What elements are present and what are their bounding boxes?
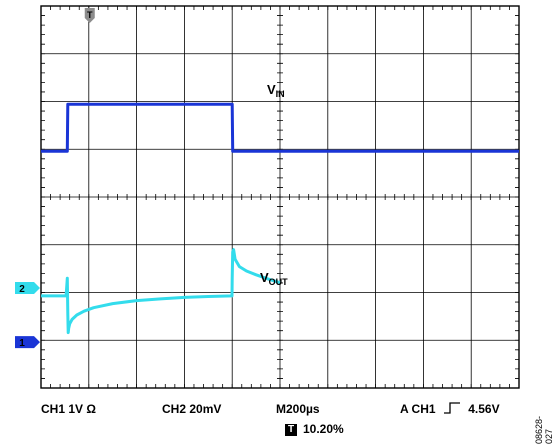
trigger-marker-label: T — [87, 10, 93, 20]
trigger-position-icon: T — [285, 424, 297, 436]
trigger-setting: A CH1 4.56V — [400, 402, 500, 416]
figure-id: 08628-027 — [534, 415, 554, 444]
graticule-ticks — [41, 6, 519, 388]
label-vout-sub: OUT — [269, 277, 289, 287]
channel-markers: T 2 1 — [15, 8, 95, 349]
ch2-ground-marker — [15, 281, 40, 294]
label-vin-main: V — [267, 82, 276, 97]
trigger-source: A CH1 — [400, 402, 436, 416]
trace-vin — [41, 102, 519, 153]
ch2-setting: CH2 20mV — [162, 402, 222, 416]
timebase-setting: M200µs — [276, 402, 320, 416]
horizontal-position: T 10.20% — [285, 422, 344, 436]
position-value: 10.20% — [303, 422, 344, 436]
ch1-ground-marker-label: 1 — [19, 338, 25, 349]
trigger-level: 4.56V — [468, 402, 500, 416]
label-vin-sub: IN — [276, 89, 285, 99]
ch1-ground-marker — [15, 336, 40, 349]
label-vout: VOUT — [260, 270, 288, 287]
label-vin: VIN — [267, 82, 285, 99]
ch2-ground-marker-label: 2 — [19, 284, 25, 295]
trace-vout — [41, 248, 281, 335]
ch1-setting: CH1 1V Ω — [41, 402, 96, 416]
rising-edge-icon — [443, 402, 460, 414]
label-vout-main: V — [260, 270, 269, 285]
graticule — [40, 5, 520, 389]
trigger-position-marker — [84, 8, 95, 23]
traces — [41, 102, 519, 335]
